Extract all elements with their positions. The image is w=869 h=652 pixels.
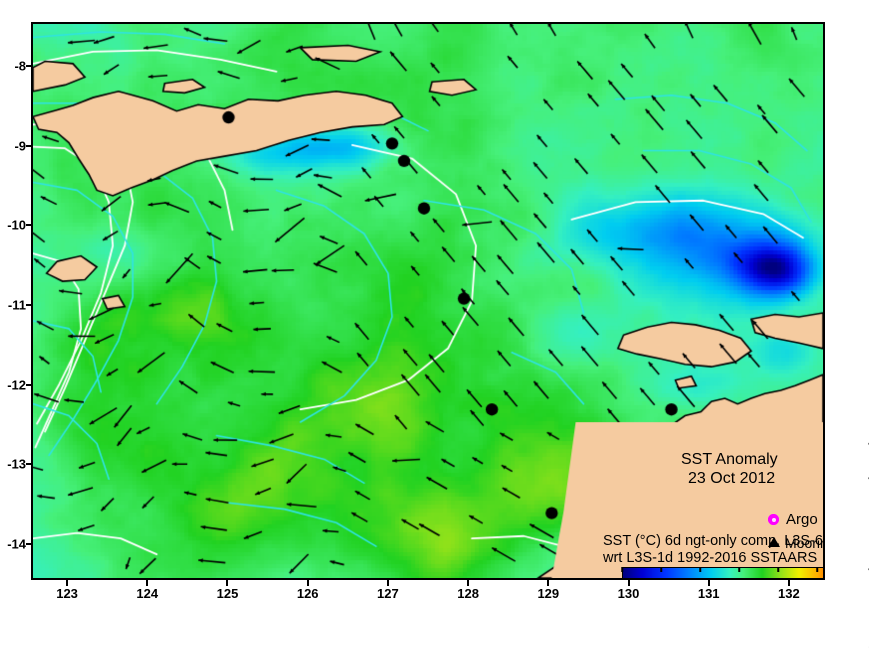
longitude-tick-mark: [306, 580, 309, 586]
longitude-tick-mark: [707, 580, 710, 586]
latitude-tick: -10: [7, 217, 26, 233]
longitude-tick-mark: [146, 580, 149, 586]
colorbar-tick-mark: [660, 567, 662, 572]
argo-marker-icon: [768, 514, 779, 525]
colorbar-tick-mark: [777, 567, 779, 572]
longitude-tick-mark: [467, 580, 470, 586]
longitude-tick: 125: [216, 586, 239, 601]
latitude-tick-mark: [26, 64, 32, 67]
colorbar-tick-mark: [621, 567, 623, 572]
longitude-tick: 126: [296, 586, 319, 601]
latitude-tick: -9: [14, 138, 26, 154]
latitude-tick: -12: [7, 377, 26, 393]
mooring-marker-icon: [768, 537, 780, 547]
latitude-tick-mark: [26, 543, 32, 546]
colorbar-tick-mark: [738, 567, 740, 572]
latitude-tick-mark: [26, 463, 32, 466]
sst-anomaly-raster: [33, 24, 823, 578]
longitude-tick: 131: [697, 586, 720, 601]
longitude-tick: 127: [377, 586, 399, 601]
latitude-tick-mark: [26, 303, 32, 306]
longitude-tick-mark: [547, 580, 550, 586]
longitude-tick: 132: [778, 586, 800, 601]
colorbar: [622, 567, 823, 578]
longitude-tick-mark: [386, 580, 389, 586]
colorbar-tick-mark: [816, 567, 818, 572]
longitude-tick-mark: [66, 580, 69, 586]
longitude-tick: 129: [537, 586, 560, 601]
longitude-tick-mark: [627, 580, 630, 586]
latitude-tick: -13: [7, 456, 26, 472]
longitude-tick-mark: [787, 580, 790, 586]
colorbar-gradient: [623, 568, 823, 578]
latitude-tick: -14: [7, 536, 26, 552]
longitude-tick: 124: [136, 586, 159, 601]
longitude-tick: 130: [617, 586, 640, 601]
latitude-axis: -8 -9 -10 -11 -12 -13 -14: [0, 0, 32, 616]
colorbar-tick-mark: [699, 567, 701, 572]
latitude-tick-mark: [26, 383, 32, 386]
latitude-tick-mark: [26, 144, 32, 147]
latitude-tick: -11: [7, 297, 26, 313]
longitude-tick-mark: [226, 580, 229, 586]
longitude-tick: 123: [56, 586, 78, 601]
latitude-tick-mark: [26, 224, 32, 227]
map-plot-area[interactable]: SST Anomaly 23 Oct 2012 Argo Mooring SST…: [31, 22, 825, 580]
longitude-tick: 128: [457, 586, 479, 601]
latitude-tick: -8: [14, 58, 26, 74]
